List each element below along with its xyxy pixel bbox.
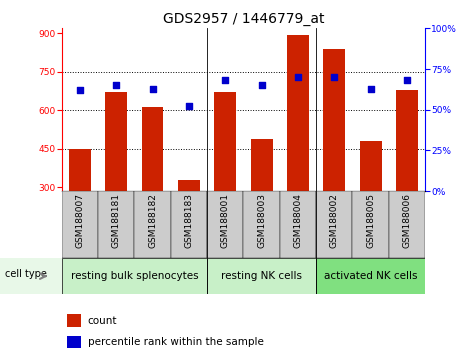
Text: GSM188181: GSM188181: [112, 193, 121, 248]
Point: [331, 74, 338, 80]
Text: cell type: cell type: [5, 269, 47, 279]
Bar: [62, 258, 207, 294]
Bar: [352, 191, 389, 258]
Text: GSM188005: GSM188005: [366, 193, 375, 248]
Bar: [66, 314, 81, 327]
Point: [221, 78, 229, 83]
Bar: [316, 258, 425, 294]
Bar: [171, 191, 207, 258]
Bar: [134, 191, 171, 258]
Bar: [207, 191, 243, 258]
Text: resting NK cells: resting NK cells: [221, 271, 302, 281]
Bar: [178, 179, 200, 191]
Point: [294, 74, 302, 80]
Text: percentile rank within the sample: percentile rank within the sample: [88, 337, 264, 347]
Text: activated NK cells: activated NK cells: [324, 271, 418, 281]
Text: GSM188003: GSM188003: [257, 193, 266, 248]
Bar: [207, 258, 316, 294]
Bar: [214, 92, 236, 191]
Text: count: count: [88, 316, 117, 326]
Bar: [142, 107, 163, 191]
Bar: [323, 49, 345, 191]
Bar: [280, 191, 316, 258]
Bar: [360, 141, 381, 191]
Text: GSM188004: GSM188004: [294, 193, 303, 248]
Bar: [251, 138, 273, 191]
Point: [403, 78, 411, 83]
Point: [149, 86, 156, 91]
Title: GDS2957 / 1446779_at: GDS2957 / 1446779_at: [162, 12, 324, 26]
Text: GSM188001: GSM188001: [221, 193, 230, 248]
Point: [367, 86, 374, 91]
Bar: [66, 336, 81, 348]
Text: GSM188002: GSM188002: [330, 193, 339, 248]
Text: resting bulk splenocytes: resting bulk splenocytes: [71, 271, 198, 281]
Bar: [389, 191, 425, 258]
Text: GSM188007: GSM188007: [76, 193, 85, 248]
Bar: [62, 191, 98, 258]
Bar: [105, 92, 127, 191]
Bar: [316, 191, 352, 258]
Bar: [243, 191, 280, 258]
Bar: [69, 149, 91, 191]
Point: [185, 104, 193, 109]
Bar: [98, 191, 134, 258]
Bar: [396, 90, 418, 191]
Text: GSM188183: GSM188183: [184, 193, 193, 248]
Text: GSM188006: GSM188006: [402, 193, 411, 248]
Point: [76, 87, 84, 93]
Text: GSM188182: GSM188182: [148, 193, 157, 248]
Bar: [287, 35, 309, 191]
Point: [258, 82, 266, 88]
Point: [113, 82, 120, 88]
